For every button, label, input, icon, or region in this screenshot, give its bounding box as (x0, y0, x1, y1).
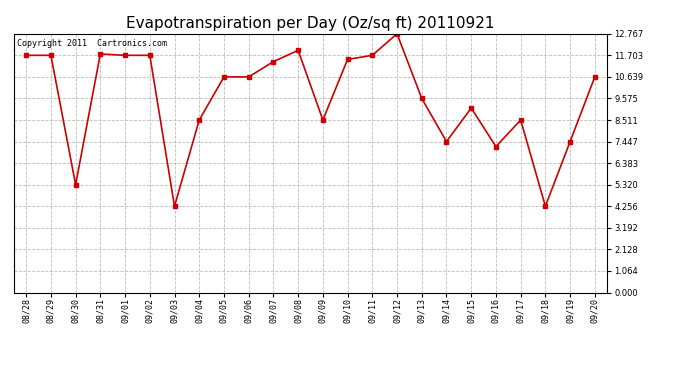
Text: Copyright 2011  Cartronics.com: Copyright 2011 Cartronics.com (17, 39, 167, 48)
Title: Evapotranspiration per Day (Oz/sq ft) 20110921: Evapotranspiration per Day (Oz/sq ft) 20… (126, 16, 495, 31)
